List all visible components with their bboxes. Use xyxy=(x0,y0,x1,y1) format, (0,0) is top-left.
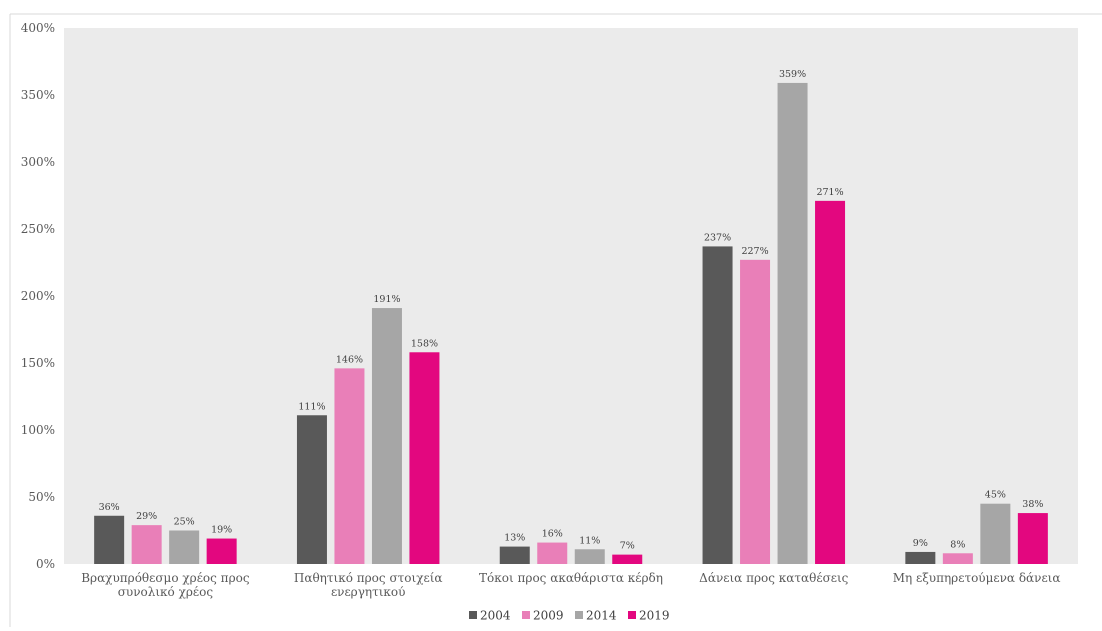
data-label-2014: 11% xyxy=(579,535,600,546)
data-label-2019: 7% xyxy=(620,541,635,552)
plot-area xyxy=(64,28,1078,564)
data-label-2004: 9% xyxy=(913,538,928,549)
bar-2009 xyxy=(537,542,568,564)
bars-group xyxy=(94,82,1048,565)
legend-swatch-2019 xyxy=(628,611,636,619)
bar-2014 xyxy=(574,549,605,564)
category-label: συνολικό χρέος xyxy=(118,585,214,599)
y-tick-label: 100% xyxy=(21,423,55,437)
bar-2009 xyxy=(131,525,162,564)
bar-2019 xyxy=(1017,513,1048,564)
y-tick-label: 200% xyxy=(21,289,55,303)
category-label: ενεργητικού xyxy=(331,585,406,599)
legend: 2004 2009 2014 2019 xyxy=(469,609,670,623)
legend-label-2014: 2014 xyxy=(586,609,617,623)
bar-2004 xyxy=(296,415,327,564)
data-label-2004: 111% xyxy=(298,401,325,412)
bar-2004 xyxy=(905,551,936,564)
bar-2019 xyxy=(206,538,237,564)
bar-2009 xyxy=(334,368,365,564)
data-labels-group: 36% 29% 25% 19% 111% 146% 191% 158% 13% 16% 11% 7% 2… xyxy=(99,69,1044,552)
legend-label-2004: 2004 xyxy=(480,609,511,623)
bar-2004 xyxy=(702,246,733,565)
data-label-2004: 13% xyxy=(504,533,525,544)
bar-2019 xyxy=(815,200,846,565)
legend-label-2009: 2009 xyxy=(533,609,564,623)
bar-2019 xyxy=(612,554,643,564)
data-label-2009: 16% xyxy=(542,529,563,540)
bar-2019 xyxy=(409,352,440,564)
y-tick-label: 150% xyxy=(21,356,55,370)
bar-2004 xyxy=(499,546,530,564)
bar-2014 xyxy=(169,530,200,564)
bar-2014 xyxy=(980,503,1011,564)
legend-label-2019: 2019 xyxy=(639,609,670,623)
data-label-2009: 29% xyxy=(136,511,157,522)
data-label-2019: 158% xyxy=(411,338,438,349)
bar-2009 xyxy=(942,553,973,564)
y-tick-label: 50% xyxy=(28,490,55,504)
category-label: Βραχυπρόθεσμο χρέος προς xyxy=(81,571,250,585)
data-label-2009: 146% xyxy=(336,354,363,365)
bar-2009 xyxy=(740,259,771,564)
bar-2014 xyxy=(371,308,402,564)
y-tick-label: 250% xyxy=(21,222,55,236)
y-tick-label: 0% xyxy=(36,557,55,571)
legend-swatch-2014 xyxy=(575,611,583,619)
data-label-2014: 191% xyxy=(373,294,400,305)
y-tick-label: 400% xyxy=(21,21,55,35)
category-label: Παθητικό προς στοιχεία xyxy=(294,571,443,585)
data-label-2014: 359% xyxy=(779,69,806,80)
y-axis: 0% 50% 100% 150% 200% 250% 300% 350% 400% xyxy=(21,21,55,571)
y-tick-label: 300% xyxy=(21,155,55,169)
category-label: Μη εξυπηρετούμενα δάνεια xyxy=(893,571,1061,585)
data-label-2019: 38% xyxy=(1022,499,1043,510)
category-label: Τόκοι προς ακαθάριστα κέρδη xyxy=(479,571,663,585)
bar-2014 xyxy=(777,82,808,564)
data-label-2009: 8% xyxy=(950,539,965,550)
legend-swatch-2009 xyxy=(522,611,530,619)
data-label-2014: 25% xyxy=(174,517,195,528)
bar-2004 xyxy=(94,515,125,564)
legend-swatch-2004 xyxy=(469,611,477,619)
data-label-2004: 36% xyxy=(99,502,120,513)
data-label-2009: 227% xyxy=(741,246,768,257)
data-label-2019: 19% xyxy=(211,525,232,536)
data-label-2004: 237% xyxy=(704,232,731,243)
category-label: Δάνεια προς καταθέσεις xyxy=(699,571,849,585)
y-tick-label: 350% xyxy=(21,88,55,102)
data-label-2014: 45% xyxy=(985,490,1006,501)
data-label-2019: 271% xyxy=(816,187,843,198)
